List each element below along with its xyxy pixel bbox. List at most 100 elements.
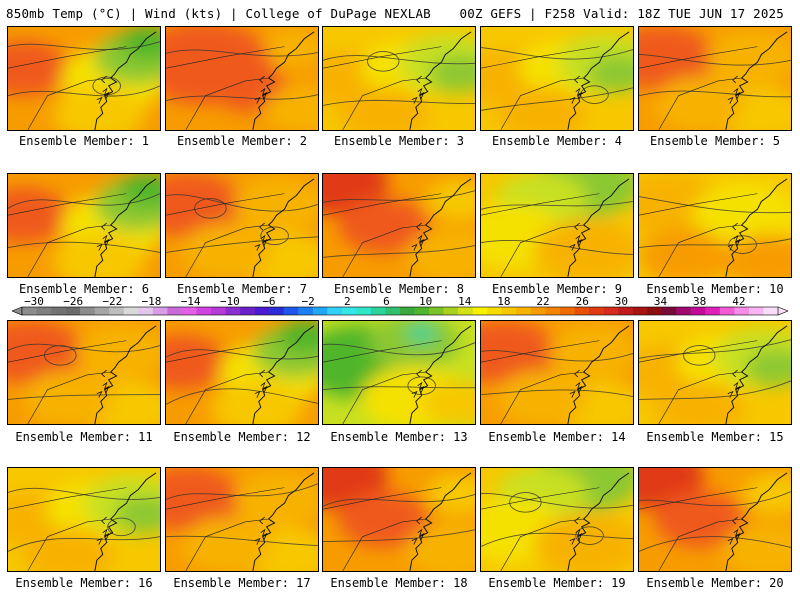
colorbar-swatch <box>559 307 575 315</box>
colorbar-swatch <box>501 307 517 315</box>
member-label-15: Ensemble Member: 15 <box>646 430 784 444</box>
colorbar-tick-label: 42 <box>732 297 745 308</box>
colorbar-swatch <box>22 307 37 315</box>
member-label-10: Ensemble Member: 10 <box>646 282 784 296</box>
colorbar-swatch <box>472 307 488 315</box>
colorbar-swatch <box>240 307 255 315</box>
colorbar-swatch <box>341 307 357 315</box>
colorbar-tick-label: −22 <box>102 297 122 308</box>
colorbar-swatch <box>574 307 590 315</box>
map-panel-member-9 <box>480 173 634 278</box>
colorbar-swatch <box>443 307 459 315</box>
member-label-13: Ensemble Member: 13 <box>330 430 468 444</box>
colorbar-swatch <box>196 307 212 315</box>
colorbar-swatch <box>94 307 110 315</box>
colorbar-tick-label: 14 <box>458 297 472 308</box>
map-panel-member-13 <box>322 320 476 425</box>
colorbar-swatch <box>618 307 633 315</box>
colorbar-swatch <box>632 307 648 315</box>
colorbar-swatch <box>152 307 168 315</box>
colorbar-swatch <box>181 307 197 315</box>
colorbar-swatch <box>719 307 735 315</box>
colorbar-swatch <box>705 307 721 315</box>
colorbar-tick-label: 6 <box>383 297 390 308</box>
chart-title-left: 850mb Temp (°C) | Wind (kts) | College o… <box>6 6 431 21</box>
colorbar-swatch <box>167 307 183 315</box>
colorbar-swatch <box>80 307 95 315</box>
member-label-2: Ensemble Member: 2 <box>176 134 308 148</box>
colorbar-tick-label: 30 <box>615 297 628 308</box>
temperature-colorbar: −30 −26 −22 −18 −14 −10 −6 −2 2 6 10 14 18 22 26 30 34 38… <box>12 297 788 323</box>
member-label-20: Ensemble Member: 20 <box>646 576 784 590</box>
map-panel-member-8 <box>322 173 476 278</box>
colorbar-tick-label: −10 <box>220 297 240 308</box>
colorbar-swatch <box>327 307 343 315</box>
colorbar-swatch <box>530 307 546 315</box>
colorbar-swatch <box>65 307 81 315</box>
colorbar-tick-label: −30 <box>24 297 44 308</box>
map-panel-member-2 <box>165 26 319 131</box>
colorbar-tick-label: 18 <box>497 297 510 308</box>
colorbar-swatch <box>690 307 706 315</box>
colorbar-swatch <box>516 307 532 315</box>
member-label-16: Ensemble Member: 16 <box>15 576 153 590</box>
member-label-18: Ensemble Member: 18 <box>330 576 468 590</box>
colorbar-swatch <box>487 307 503 315</box>
chart-title-right: 00Z GEFS | F258 Valid: 18Z TUE JUN 17 20… <box>459 6 784 21</box>
map-panel-member-3 <box>322 26 476 131</box>
colorbar-swatch <box>661 307 677 315</box>
colorbar-swatch <box>603 307 619 315</box>
colorbar-swatch <box>676 307 692 315</box>
map-panel-member-18 <box>322 467 476 572</box>
colorbar-tick-label: −26 <box>63 297 83 308</box>
map-panel-member-5 <box>638 26 792 131</box>
colorbar-swatch <box>414 307 430 315</box>
colorbar-swatch <box>545 307 561 315</box>
member-label-11: Ensemble Member: 11 <box>15 430 153 444</box>
colorbar-swatch <box>400 307 415 315</box>
member-label-17: Ensemble Member: 17 <box>173 576 311 590</box>
colorbar-swatch <box>109 307 125 315</box>
map-panel-member-6 <box>7 173 161 278</box>
map-panel-member-20 <box>638 467 792 572</box>
colorbar-swatch <box>36 307 52 315</box>
member-label-6: Ensemble Member: 6 <box>18 282 150 296</box>
member-label-8: Ensemble Member: 8 <box>333 282 465 296</box>
colorbar-tick-label: −14 <box>181 297 201 308</box>
colorbar-tick-label: 2 <box>344 297 351 308</box>
map-panel-member-7 <box>165 173 319 278</box>
colorbar-swatch <box>589 307 604 315</box>
map-panel-member-16 <box>7 467 161 572</box>
member-label-3: Ensemble Member: 3 <box>333 134 465 148</box>
member-label-1: Ensemble Member: 1 <box>18 134 150 148</box>
map-panel-member-14 <box>480 320 634 425</box>
colorbar-swatch <box>647 307 662 315</box>
map-panel-member-4 <box>480 26 634 131</box>
colorbar-tick-label: 26 <box>576 297 589 308</box>
colorbar-swatch <box>312 307 328 315</box>
map-panel-member-17 <box>165 467 319 572</box>
member-label-9: Ensemble Member: 9 <box>491 282 623 296</box>
colorbar-swatch <box>269 307 284 315</box>
map-panel-member-12 <box>165 320 319 425</box>
map-panel-member-15 <box>638 320 792 425</box>
colorbar-swatch <box>370 307 386 315</box>
colorbar-swatch <box>211 307 226 315</box>
colorbar-tick-label: −2 <box>301 297 314 308</box>
colorbar-swatch <box>225 307 241 315</box>
colorbar-swatch <box>138 307 154 315</box>
colorbar-swatch <box>356 307 372 315</box>
member-label-4: Ensemble Member: 4 <box>491 134 623 148</box>
colorbar-tick-label: −6 <box>262 297 275 308</box>
colorbar-tick-label: 22 <box>536 297 549 308</box>
colorbar-tick-label: −18 <box>142 297 162 308</box>
colorbar-swatch <box>51 307 66 315</box>
colorbar-tick-label: 10 <box>419 297 432 308</box>
colorbar-swatch <box>298 307 314 315</box>
colorbar-swatch <box>748 307 764 315</box>
member-label-19: Ensemble Member: 19 <box>488 576 626 590</box>
member-label-12: Ensemble Member: 12 <box>173 430 311 444</box>
colorbar-swatch <box>734 307 750 315</box>
map-panel-member-19 <box>480 467 634 572</box>
colorbar-swatch <box>763 307 779 315</box>
